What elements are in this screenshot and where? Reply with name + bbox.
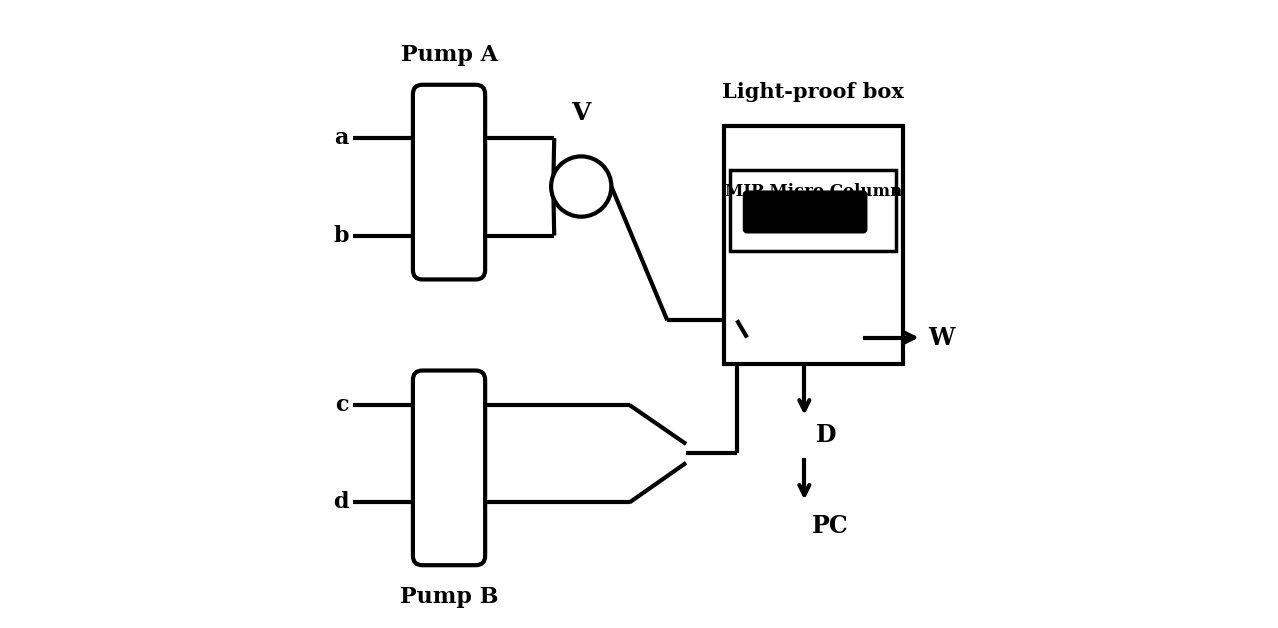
Text: V: V	[571, 101, 590, 125]
Bar	[723, 126, 902, 364]
FancyBboxPatch shape	[413, 85, 486, 279]
Text: Pump B: Pump B	[400, 586, 498, 608]
Text: a: a	[335, 127, 349, 149]
Text: c: c	[335, 394, 349, 416]
Text: D: D	[815, 423, 836, 447]
Text: W: W	[928, 325, 955, 350]
Circle shape	[551, 156, 611, 217]
Bar	[730, 170, 896, 251]
Text: Pump A: Pump A	[400, 44, 497, 66]
Text: b: b	[334, 224, 349, 247]
Text: Light-proof box: Light-proof box	[722, 82, 905, 102]
FancyBboxPatch shape	[745, 192, 865, 232]
FancyBboxPatch shape	[413, 371, 486, 565]
Text: PC: PC	[812, 514, 849, 538]
Text: MIP Micro Column: MIP Micro Column	[725, 183, 902, 200]
Text: d: d	[334, 491, 349, 514]
